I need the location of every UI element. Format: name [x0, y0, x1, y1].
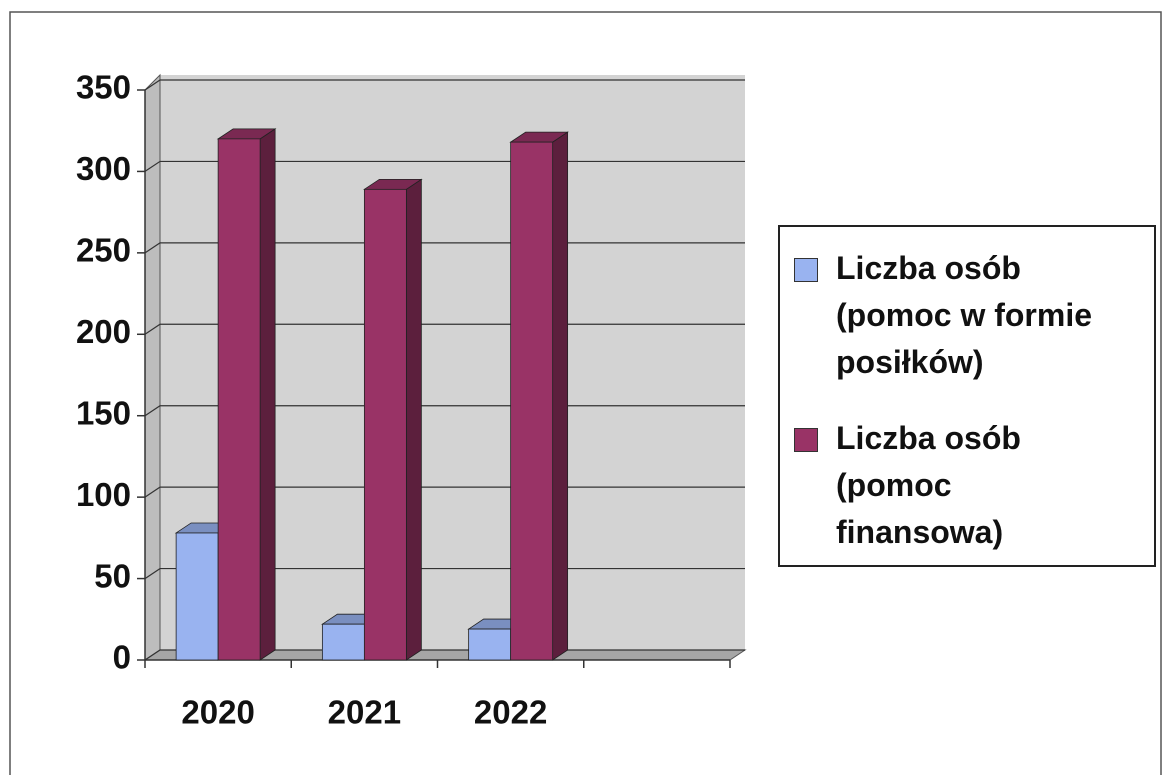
- x-tick-label: 2022: [474, 694, 547, 731]
- bar: [510, 141, 554, 661]
- legend-swatch: [794, 428, 818, 452]
- bar: [468, 628, 512, 661]
- bar-side: [259, 128, 276, 661]
- y-tick-label: 250: [76, 232, 131, 269]
- bar: [363, 188, 407, 661]
- legend: Liczba osób (pomoc w formie posiłków) Lic…: [778, 225, 1156, 567]
- bar-side: [552, 131, 569, 661]
- x-tick-label: 2021: [328, 694, 401, 731]
- bar: [321, 623, 365, 661]
- y-tick-label: 150: [76, 394, 131, 431]
- legend-entry: Liczba osób (pomoc w formie posiłków): [794, 245, 1114, 386]
- y-tick-label: 100: [76, 476, 131, 513]
- bar-side: [405, 178, 422, 661]
- y-tick-label: 0: [113, 639, 131, 676]
- x-tick-label: 2020: [181, 694, 254, 731]
- y-tick-label: 200: [76, 313, 131, 350]
- bar: [217, 138, 261, 661]
- legend-swatch: [794, 258, 818, 282]
- y-tick-label: 300: [76, 150, 131, 187]
- legend-entry: Liczba osób (pomoc finansowa): [794, 415, 1114, 556]
- legend-label: Liczba osób (pomoc finansowa): [836, 420, 1021, 550]
- y-tick-label: 50: [94, 557, 131, 594]
- y-tick-label: 350: [76, 69, 131, 106]
- legend-label: Liczba osób (pomoc w formie posiłków): [836, 250, 1093, 380]
- bar: [175, 532, 219, 661]
- grid-line: [144, 79, 745, 91]
- back-wall: [160, 75, 745, 650]
- plot: 0 50 100 150 200 250 300 350 2020 2021 2022: [76, 69, 745, 731]
- frame: [9, 11, 1162, 775]
